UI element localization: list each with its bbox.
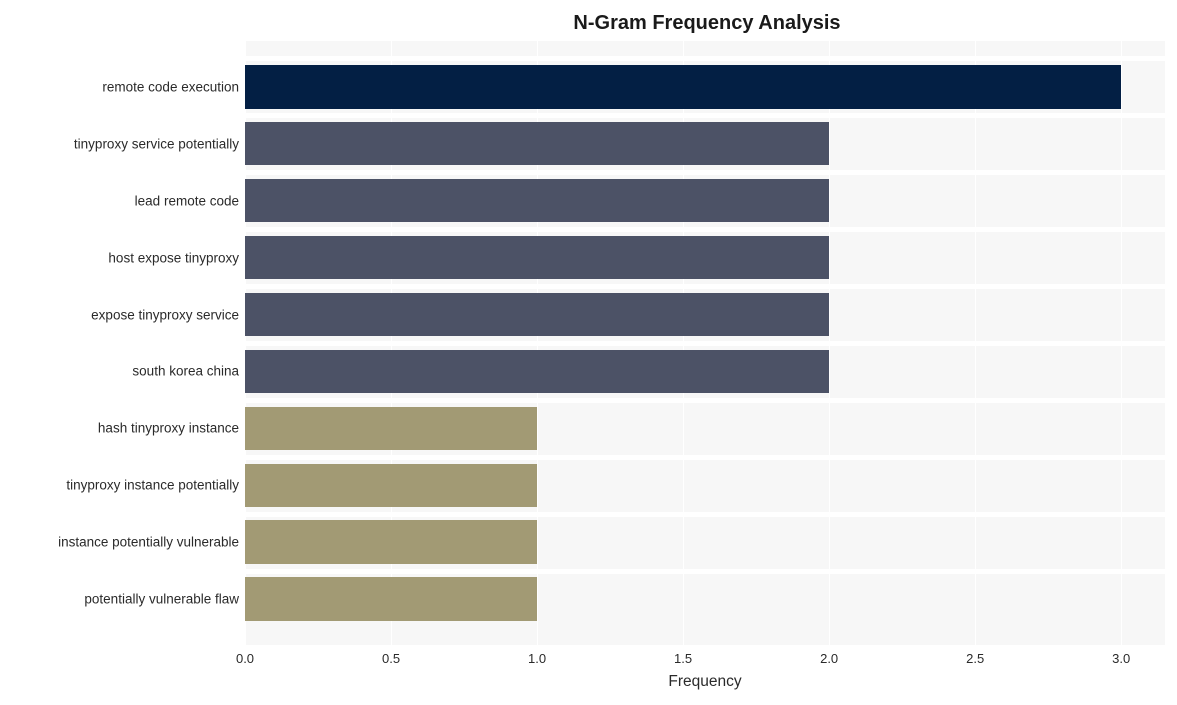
x-tick-label: 0.5 bbox=[382, 651, 400, 666]
bar bbox=[245, 236, 829, 280]
chart-row: remote code execution bbox=[245, 58, 1165, 115]
chart-row: tinyproxy service potentially bbox=[245, 115, 1165, 172]
chart-row: expose tinyproxy service bbox=[245, 286, 1165, 343]
bar bbox=[245, 65, 1121, 109]
y-tick-label: hash tinyproxy instance bbox=[8, 421, 239, 436]
bar bbox=[245, 577, 537, 621]
ngram-frequency-chart: N-Gram Frequency Analysis remote code ex… bbox=[8, 12, 1169, 697]
chart-title: N-Gram Frequency Analysis bbox=[8, 12, 1169, 35]
y-tick-label: south korea china bbox=[8, 364, 239, 379]
y-tick-label: tinyproxy service potentially bbox=[8, 136, 239, 151]
x-tick-label: 3.0 bbox=[1112, 651, 1130, 666]
x-tick-label: 2.0 bbox=[820, 651, 838, 666]
y-tick-label: expose tinyproxy service bbox=[8, 307, 239, 322]
chart-row: hash tinyproxy instance bbox=[245, 400, 1165, 457]
chart-row: potentially vulnerable flaw bbox=[245, 571, 1165, 628]
chart-row: host expose tinyproxy bbox=[245, 229, 1165, 286]
x-tick-label: 2.5 bbox=[966, 651, 984, 666]
chart-row: south korea china bbox=[245, 343, 1165, 400]
bar bbox=[245, 179, 829, 223]
y-tick-label: remote code execution bbox=[8, 79, 239, 94]
chart-row: tinyproxy instance potentially bbox=[245, 457, 1165, 514]
plot-area: remote code executiontinyproxy service p… bbox=[245, 41, 1165, 645]
x-tick-label: 1.0 bbox=[528, 651, 546, 666]
bar bbox=[245, 464, 537, 508]
bar bbox=[245, 293, 829, 337]
x-axis-title: Frequency bbox=[245, 673, 1165, 691]
y-tick-label: instance potentially vulnerable bbox=[8, 535, 239, 550]
bar bbox=[245, 350, 829, 394]
x-tick-label: 0.0 bbox=[236, 651, 254, 666]
x-axis: 0.00.51.01.52.02.53.0 bbox=[245, 645, 1165, 669]
y-tick-label: tinyproxy instance potentially bbox=[8, 478, 239, 493]
y-tick-label: lead remote code bbox=[8, 193, 239, 208]
x-tick-label: 1.5 bbox=[674, 651, 692, 666]
bar bbox=[245, 122, 829, 166]
chart-row: lead remote code bbox=[245, 172, 1165, 229]
y-tick-label: host expose tinyproxy bbox=[8, 250, 239, 265]
bar bbox=[245, 407, 537, 451]
chart-row: instance potentially vulnerable bbox=[245, 514, 1165, 571]
y-tick-label: potentially vulnerable flaw bbox=[8, 592, 239, 607]
bar bbox=[245, 520, 537, 564]
